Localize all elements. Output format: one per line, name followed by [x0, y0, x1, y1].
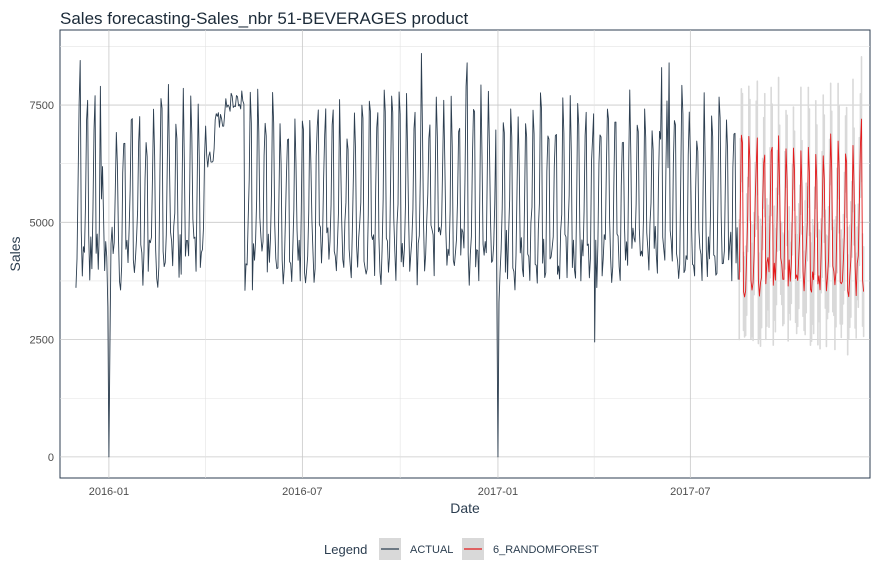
legend-label-actual: ACTUAL	[410, 544, 453, 556]
x-tick-label: 2016-07	[282, 486, 322, 498]
plot-panel	[59, 29, 871, 479]
x-axis-ticks: 2016-01 2016-07 2017-01 2017-07	[89, 486, 711, 498]
series-line-actual	[75, 53, 739, 458]
x-tick-label: 2016-01	[89, 486, 129, 498]
series-line-6-randomforest	[738, 118, 865, 298]
series-lines	[75, 53, 865, 458]
y-tick-label: 2500	[30, 335, 54, 347]
x-axis-title: Date	[450, 500, 480, 516]
legend: Legend ACTUAL 6_RANDOMFOREST	[324, 538, 599, 560]
y-tick-label: 0	[48, 452, 54, 464]
y-axis-ticks: 0 2500 5000 7500	[30, 100, 54, 464]
x-tick-label: 2017-07	[670, 486, 710, 498]
gridlines	[60, 30, 870, 478]
y-tick-label: 5000	[30, 217, 54, 229]
y-axis-title: Sales	[7, 236, 23, 271]
chart-title: Sales forecasting-Sales_nbr 51-BEVERAGES…	[60, 9, 468, 28]
y-tick-label: 7500	[30, 100, 54, 112]
legend-title: Legend	[324, 542, 367, 557]
legend-label-forecast: 6_RANDOMFOREST	[493, 544, 599, 556]
x-tick-label: 2017-01	[478, 486, 518, 498]
